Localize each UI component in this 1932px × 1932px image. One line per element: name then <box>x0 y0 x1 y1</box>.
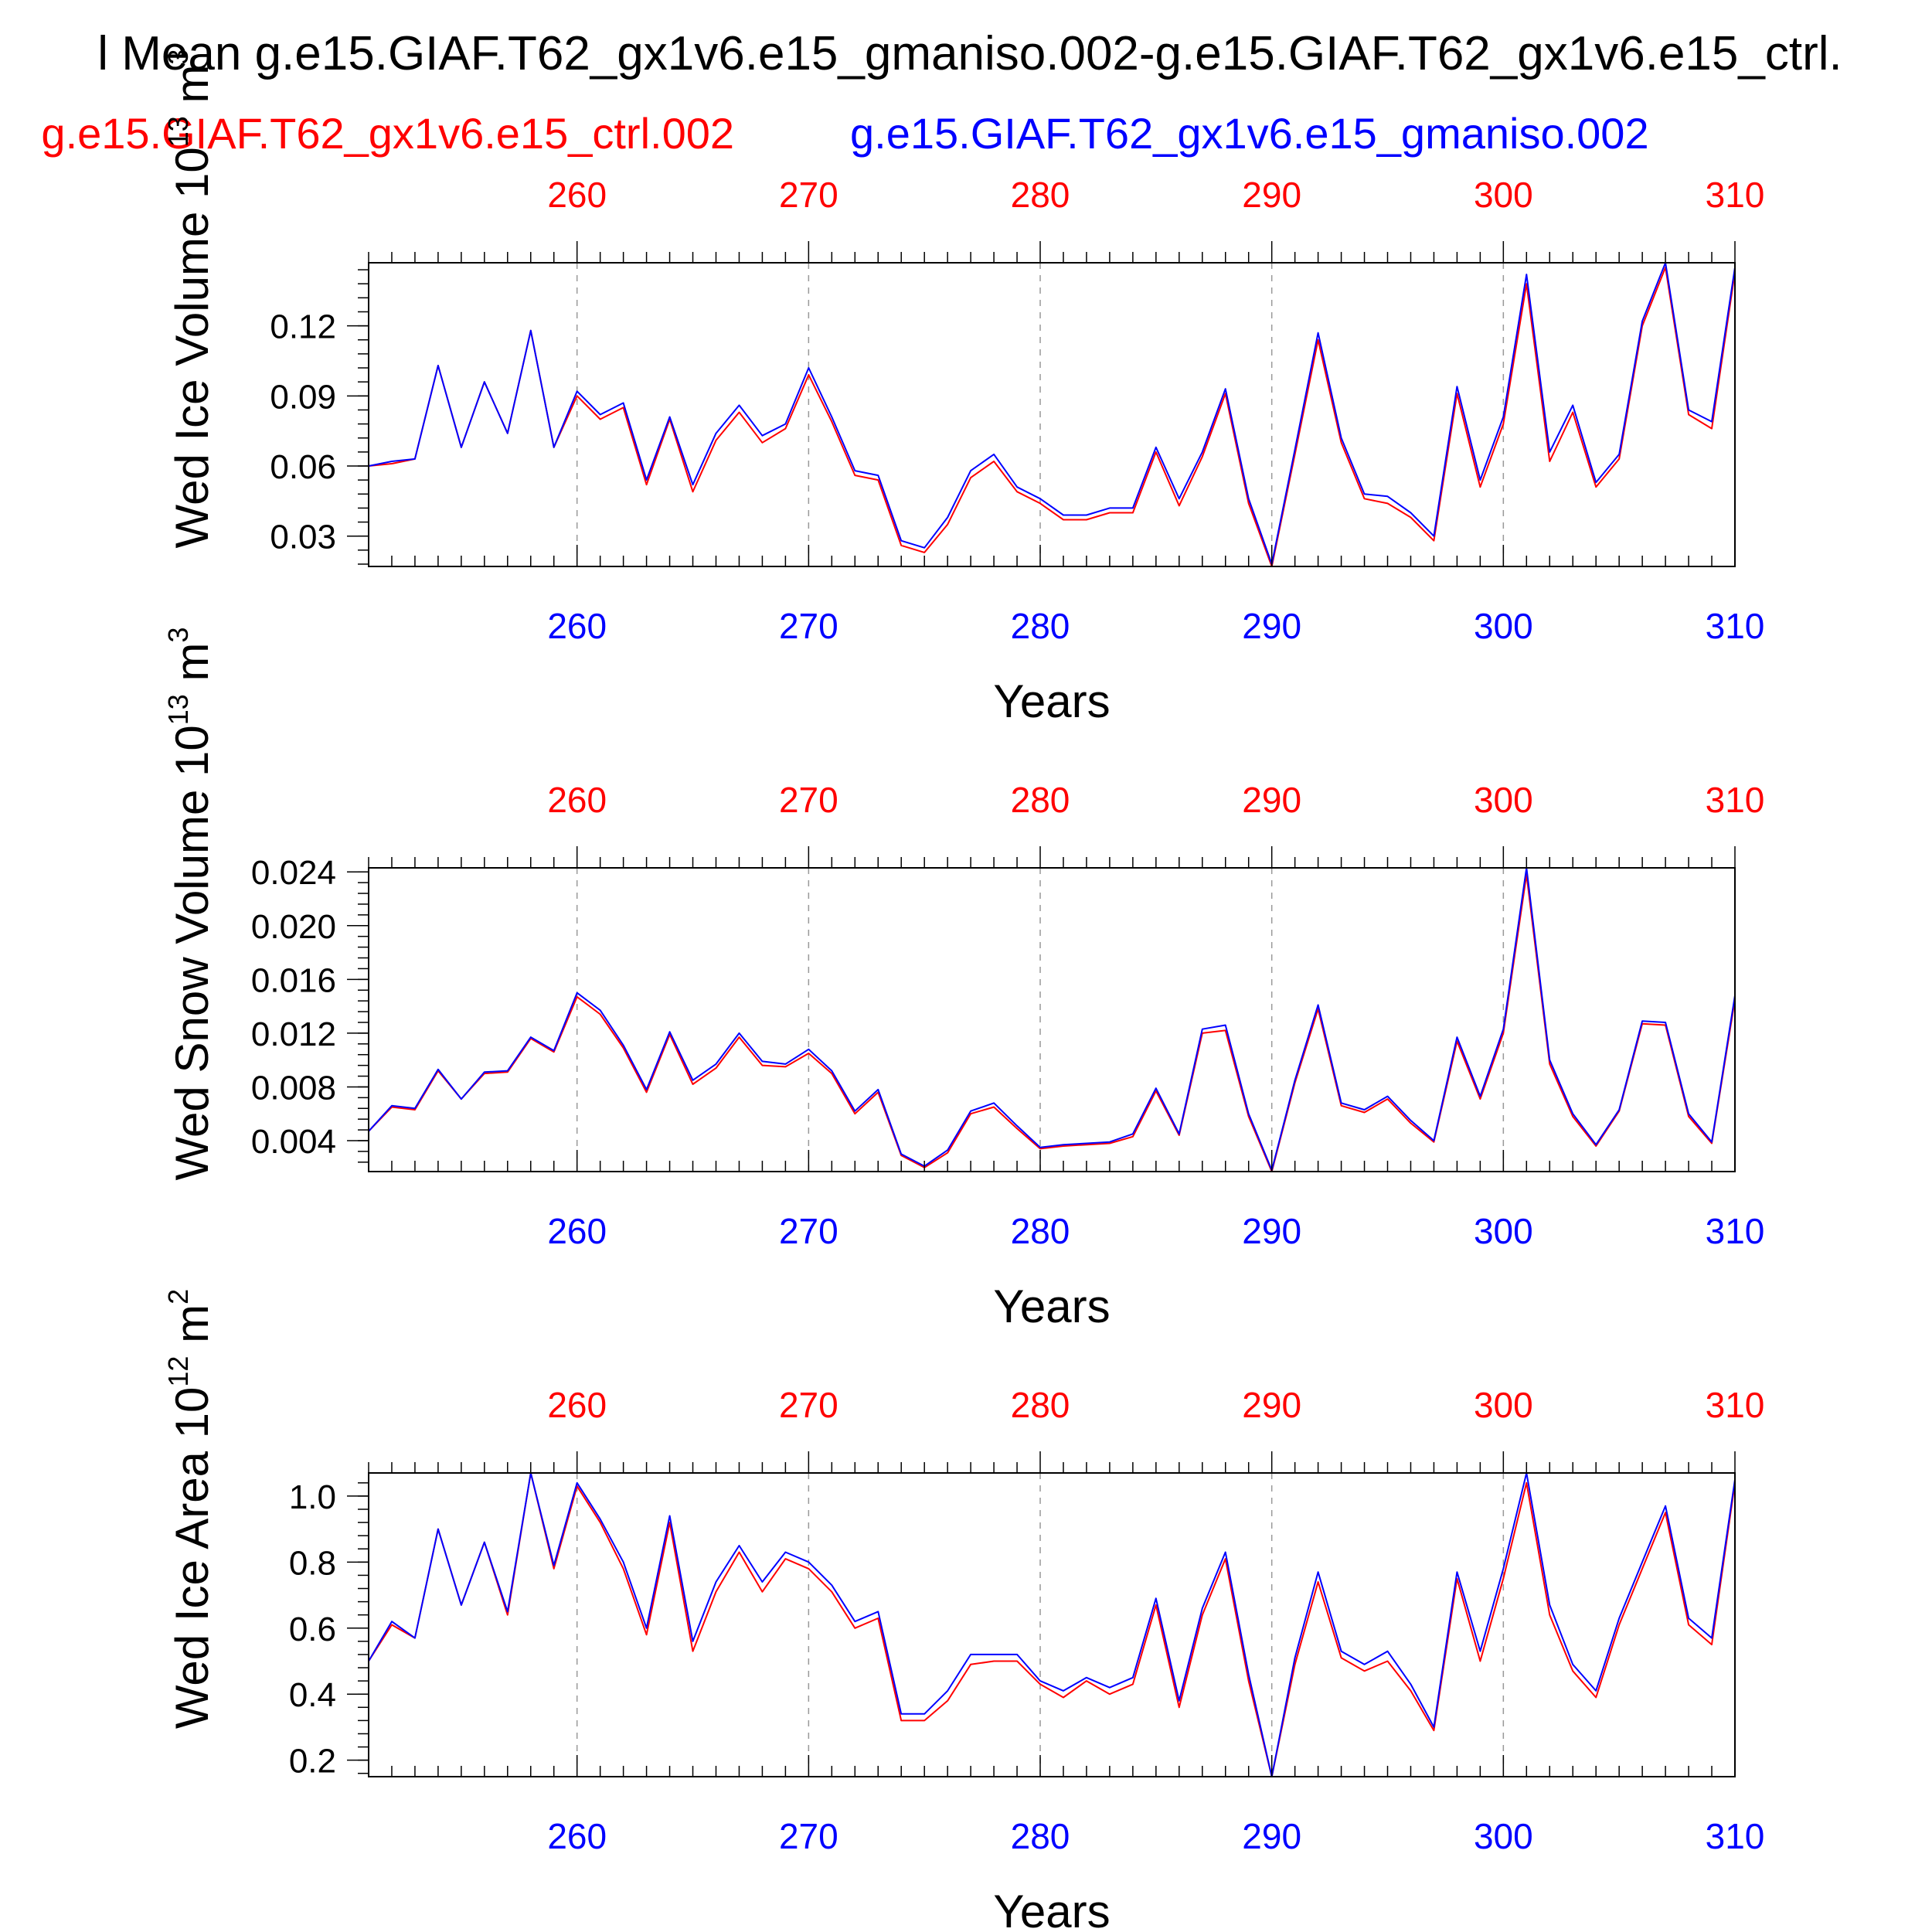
x-tick-label-bottom: 270 <box>779 1211 838 1251</box>
x-tick-label-top: 270 <box>779 1385 838 1425</box>
x-tick-label-top: 310 <box>1706 1385 1765 1425</box>
chart-panel-2: 260 260 270 270 280 280 290 290 300 300 310 310 0.00… <box>162 628 1764 1332</box>
chart-panel-3: 260 260 270 270 280 280 290 290 300 300 310 310 0.2 0… <box>162 1289 1764 1932</box>
y-tick-label: 0.020 <box>251 908 336 946</box>
plot-frame <box>368 867 1736 1172</box>
panels: 260 260 270 270 280 280 290 290 300 300 310 310 0.03… <box>162 49 1764 1932</box>
x-tick-label-bottom: 260 <box>547 606 607 646</box>
figure-title: l Mean g.e15.GIAF.T62_gx1v6.e15_gmaniso.… <box>97 27 1842 80</box>
x-tick-label-top: 300 <box>1474 175 1533 215</box>
x-tick-label-bottom: 290 <box>1242 1211 1301 1251</box>
series-line-gmaniso <box>368 867 1736 1172</box>
y-tick-label: 0.6 <box>289 1611 336 1648</box>
legend-gmaniso-label: g.e15.GIAF.T62_gx1v6.e15_gmaniso.002 <box>850 109 1649 158</box>
y-axis-title: Wed Snow Volume 1013 m3 <box>162 628 218 1181</box>
x-tick-label-top: 300 <box>1474 780 1533 820</box>
x-tick-label-top: 310 <box>1706 175 1765 215</box>
y-tick-label: 0.12 <box>270 308 336 346</box>
x-tick-label-bottom: 310 <box>1706 606 1765 646</box>
x-tick-label-bottom: 260 <box>547 1816 607 1856</box>
x-tick-label-top: 280 <box>1011 1385 1070 1425</box>
y-tick-label: 0.4 <box>289 1676 336 1714</box>
plot-frame <box>368 1472 1736 1777</box>
y-tick-label: 0.03 <box>270 519 336 556</box>
x-tick-label-bottom: 270 <box>779 1816 838 1856</box>
series-line-gmaniso <box>368 1472 1736 1777</box>
x-tick-label-top: 260 <box>547 780 607 820</box>
chart-panel-1: 260 260 270 270 280 280 290 290 300 300 310 310 0.03… <box>162 49 1764 727</box>
y-tick-label: 0.8 <box>289 1544 336 1582</box>
x-tick-label-top: 300 <box>1474 1385 1533 1425</box>
x-tick-label-top: 290 <box>1242 1385 1301 1425</box>
series-line-ctrl <box>368 267 1736 567</box>
x-tick-label-bottom: 280 <box>1011 606 1070 646</box>
y-tick-label: 1.0 <box>289 1478 336 1516</box>
series-line-ctrl <box>368 1472 1736 1777</box>
y-tick-label: 0.06 <box>270 448 336 486</box>
x-tick-label-bottom: 290 <box>1242 1816 1301 1856</box>
x-tick-label-top: 260 <box>547 175 607 215</box>
x-tick-label-bottom: 280 <box>1011 1211 1070 1251</box>
x-tick-label-top: 270 <box>779 175 838 215</box>
y-tick-label: 0.09 <box>270 378 336 416</box>
plot-frame <box>368 262 1736 567</box>
x-tick-label-bottom: 280 <box>1011 1816 1070 1856</box>
x-tick-label-top: 280 <box>1011 780 1070 820</box>
x-tick-label-top: 310 <box>1706 780 1765 820</box>
series-line-ctrl <box>368 873 1736 1172</box>
y-tick-label: 0.2 <box>289 1743 336 1781</box>
x-tick-label-bottom: 310 <box>1706 1816 1765 1856</box>
x-tick-label-bottom: 260 <box>547 1211 607 1251</box>
y-tick-label: 0.024 <box>251 854 336 892</box>
x-tick-label-top: 270 <box>779 780 838 820</box>
series-line-gmaniso <box>368 262 1736 565</box>
x-tick-label-bottom: 270 <box>779 606 838 646</box>
x-axis-title: Years <box>993 675 1110 727</box>
x-tick-label-bottom: 300 <box>1474 1211 1533 1251</box>
y-axis-title: Wed Ice Volume 1013 m3 <box>162 49 218 549</box>
x-tick-label-bottom: 300 <box>1474 1816 1533 1856</box>
x-tick-label-bottom: 290 <box>1242 606 1301 646</box>
legend-ctrl-label: g.e15.GIAF.T62_gx1v6.e15_ctrl.002 <box>41 109 734 158</box>
x-tick-label-top: 280 <box>1011 175 1070 215</box>
y-tick-label: 0.016 <box>251 961 336 999</box>
x-tick-label-top: 290 <box>1242 780 1301 820</box>
x-tick-label-top: 260 <box>547 1385 607 1425</box>
y-tick-label: 0.004 <box>251 1123 336 1161</box>
y-tick-label: 0.012 <box>251 1015 336 1053</box>
x-tick-label-bottom: 300 <box>1474 606 1533 646</box>
x-axis-title: Years <box>993 1886 1110 1932</box>
y-axis-title: Wed Ice Area 1012 m2 <box>162 1289 218 1729</box>
x-axis-title: Years <box>993 1281 1110 1332</box>
x-tick-label-bottom: 310 <box>1706 1211 1765 1251</box>
x-tick-label-top: 290 <box>1242 175 1301 215</box>
y-tick-label: 0.008 <box>251 1069 336 1107</box>
